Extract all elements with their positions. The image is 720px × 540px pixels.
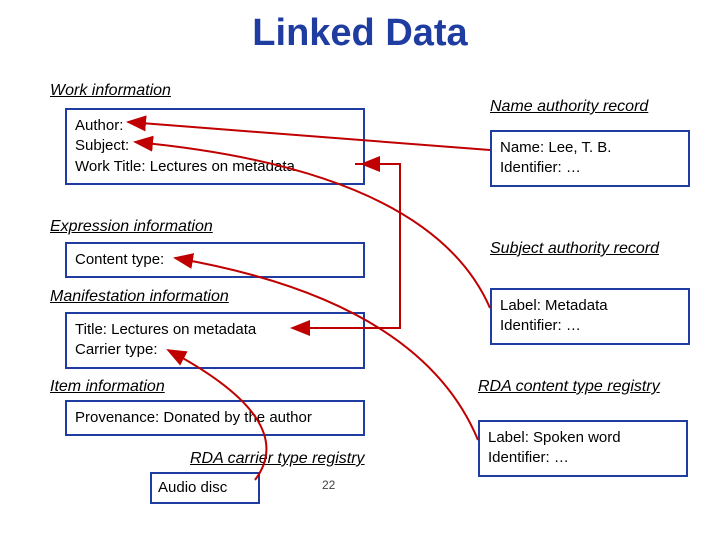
content-label-key: Label: bbox=[488, 429, 529, 446]
manifestation-info-label: Manifestation information bbox=[50, 288, 229, 306]
subject-authority-box: Label: Metadata Identifier: … bbox=[490, 288, 690, 345]
provenance-val: Donated by the author bbox=[163, 409, 311, 426]
subject-key: Subject: bbox=[75, 137, 129, 154]
content-id-val: … bbox=[554, 449, 569, 466]
name-authority-label: Name authority record bbox=[490, 98, 648, 116]
name-id-val: … bbox=[566, 159, 581, 176]
subj-label-val: Metadata bbox=[545, 297, 608, 314]
carrier-registry-label: RDA carrier type registry bbox=[190, 450, 365, 468]
content-id-key: Identifier: bbox=[488, 449, 550, 466]
manifestation-info-box: Title: Lectures on metadata Carrier type… bbox=[65, 312, 365, 369]
name-id-key: Identifier: bbox=[500, 159, 562, 176]
page-title: Linked Data bbox=[0, 12, 720, 55]
work-info-label: Work information bbox=[50, 82, 171, 100]
content-registry-box: Label: Spoken word Identifier: … bbox=[478, 420, 688, 477]
manif-title-val: Lectures on metadata bbox=[111, 321, 256, 338]
subject-authority-label: Subject authority record bbox=[490, 240, 659, 258]
content-registry-label: RDA content type registry bbox=[478, 378, 660, 396]
author-key: Author: bbox=[75, 117, 123, 134]
subj-label-key: Label: bbox=[500, 297, 541, 314]
item-info-box: Provenance: Donated by the author bbox=[65, 400, 365, 436]
worktitle-key: Work Title: bbox=[75, 158, 146, 175]
work-info-box: Author: Subject: Work Title: Lectures on… bbox=[65, 108, 365, 185]
content-label-val: Spoken word bbox=[533, 429, 621, 446]
carrier-registry-val: Audio disc bbox=[158, 479, 227, 496]
expression-info-box: Content type: bbox=[65, 242, 365, 278]
provenance-key: Provenance: bbox=[75, 409, 159, 426]
expression-info-label: Expression information bbox=[50, 218, 213, 236]
carrier-registry-box: Audio disc bbox=[150, 472, 260, 504]
subj-id-key: Identifier: bbox=[500, 317, 562, 334]
name-authority-box: Name: Lee, T. B. Identifier: … bbox=[490, 130, 690, 187]
item-info-label: Item information bbox=[50, 378, 165, 396]
arrow-worktitle-back bbox=[362, 164, 400, 210]
name-key: Name: bbox=[500, 139, 544, 156]
content-type-key: Content type: bbox=[75, 251, 164, 268]
carrier-type-key: Carrier type: bbox=[75, 341, 158, 358]
page-number: 22 bbox=[322, 478, 335, 492]
subj-id-val: … bbox=[566, 317, 581, 334]
name-val: Lee, T. B. bbox=[548, 139, 611, 156]
manif-title-key: Title: bbox=[75, 321, 107, 338]
worktitle-val: Lectures on metadata bbox=[150, 158, 295, 175]
